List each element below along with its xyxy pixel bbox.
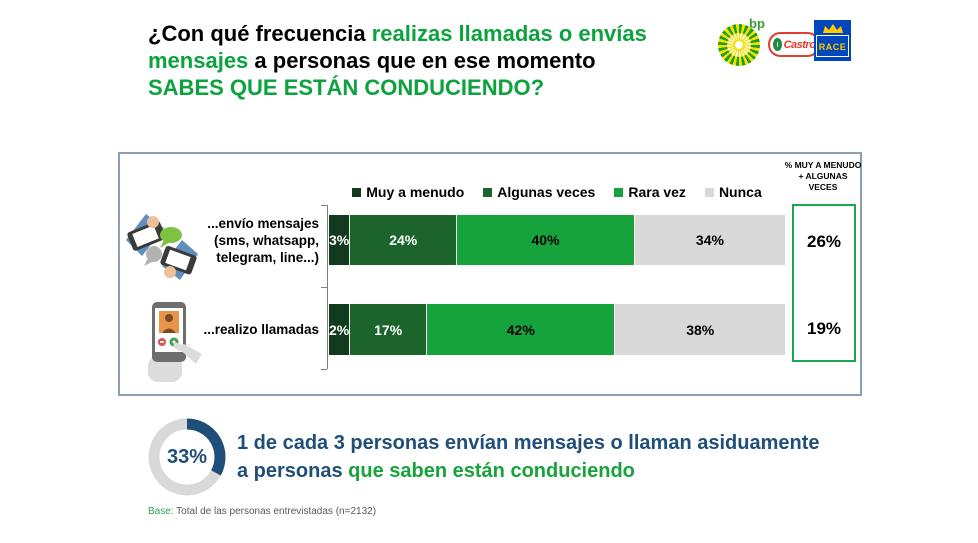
legend-swatch-icon (704, 187, 714, 197)
race-logo: RACE (814, 20, 851, 61)
category-label-line: ...envío mensajes (207, 215, 319, 231)
summary-line2-green: que saben están conduciendo (348, 460, 635, 482)
title-line3-green: SABES QUE ESTÁN CONDUCIENDO? (148, 75, 545, 100)
summary-line-2: a personas que saben están conduciendo (237, 457, 897, 485)
category-axis (327, 205, 328, 369)
title-line-3: SABES QUE ESTÁN CONDUCIENDO? (148, 74, 748, 101)
messaging-phones-icon (126, 214, 198, 280)
legend-swatch-icon (483, 187, 493, 197)
bar-segment: 3% (329, 215, 350, 265)
legend-label: Nunca (718, 184, 762, 200)
title-line1-green: realizas llamadas o envías (371, 21, 647, 46)
donut-percentage: 33% (166, 445, 208, 468)
bar-segment: 40% (456, 215, 634, 265)
castrol-logo: Castrol (768, 32, 820, 57)
title-line-1: ¿Con qué frecuencia realizas llamadas o … (148, 20, 748, 47)
base-note-text: Total de las personas entrevistadas (n=2… (173, 506, 377, 517)
bar-segment: 17% (349, 304, 427, 355)
donut-arc (186, 418, 226, 476)
category-label-llamadas: ...realizo llamadas (177, 321, 319, 338)
title-line2-black: a personas que en ese momento (248, 48, 596, 73)
legend-label: Muy a menudo (366, 184, 465, 200)
chart-container: Muy a menudo Algunas veces Rara vez Nunca %… (118, 152, 862, 396)
bar-segment: 38% (614, 304, 785, 355)
axis-tick (321, 369, 327, 370)
logo-group: bp Castrol RACE (712, 10, 852, 66)
bar-segment: 24% (349, 215, 457, 265)
bar-segment: 34% (633, 215, 785, 265)
axis-tick (321, 205, 327, 206)
category-label-line: (sms, whatsapp, (213, 232, 319, 248)
summary-column-box: 26% 19% (792, 204, 856, 362)
base-note-label: Base: (148, 506, 174, 517)
summary-column-header: % MUY A MENUDO + ALGUNAS VECES (784, 160, 862, 192)
title-line-2: mensajes a personas que en ese momento (148, 47, 748, 74)
summary-value-mensajes: 26% (806, 232, 842, 251)
bar-mensajes: 3% 24% 40% 34% (329, 215, 785, 265)
race-logo-text: RACE (818, 42, 847, 52)
legend-item: Algunas veces (483, 184, 595, 200)
legend-swatch-icon (614, 187, 624, 197)
bar-segment: 42% (426, 304, 615, 355)
bar-segment: 2% (329, 304, 350, 355)
donut-ring-icon (148, 418, 226, 496)
castrol-logo-text: Castrol (783, 38, 819, 51)
page-title: ¿Con qué frecuencia realizas llamadas o … (148, 20, 748, 101)
bar-llamadas: 2% 17% 42% 38% (329, 304, 785, 355)
race-crown-icon (822, 24, 843, 33)
title-line1-black: ¿Con qué frecuencia (148, 21, 372, 46)
castrol-circle-icon (773, 38, 782, 51)
base-note: Base: Total de las personas entrevistada… (148, 506, 376, 517)
bp-logo: bp (718, 16, 768, 66)
category-label-line: telegram, line...) (216, 249, 319, 265)
title-line2-green: mensajes (148, 48, 249, 73)
bp-logo-text: bp (749, 16, 765, 31)
summary-value-llamadas: 19% (806, 319, 842, 338)
legend-item: Rara vez (614, 184, 686, 200)
category-label-mensajes: ...envío mensajes (sms, whatsapp, telegram… (177, 215, 319, 266)
summary-statement: 1 de cada 3 personas envían mensajes o l… (237, 429, 897, 485)
donut-chart: 33% (147, 417, 227, 497)
call-phone-icon (148, 302, 202, 382)
legend-label: Algunas veces (497, 184, 596, 200)
legend-swatch-icon (352, 187, 362, 197)
summary-line-1: 1 de cada 3 personas envían mensajes o l… (237, 432, 820, 454)
chart-legend: Muy a menudo Algunas veces Rara vez Nunca (329, 184, 785, 200)
summary-line2-blue: a personas (237, 460, 349, 482)
legend-item: Nunca (704, 184, 762, 200)
axis-tick (321, 287, 327, 288)
legend-item: Muy a menudo (352, 184, 464, 200)
legend-label: Rara vez (628, 184, 686, 200)
category-label-line: ...realizo llamadas (203, 322, 319, 337)
